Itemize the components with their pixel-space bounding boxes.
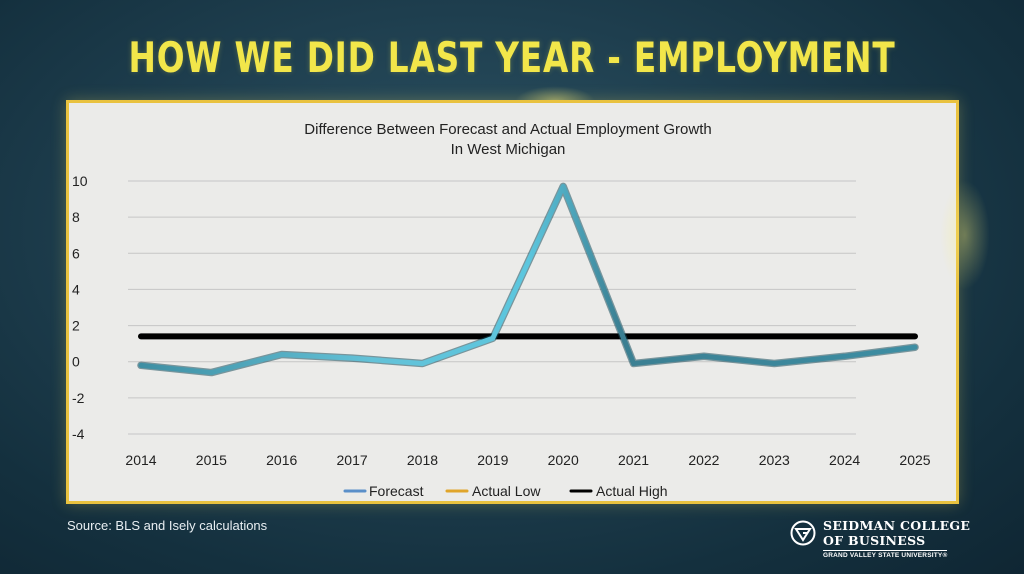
logo-line-3: GRAND VALLEY STATE UNIVERSITY® xyxy=(823,550,948,559)
x-tick-label: 2024 xyxy=(829,452,860,468)
x-tick-label: 2014 xyxy=(125,452,156,468)
x-tick-label: 2020 xyxy=(548,452,579,468)
legend-label: Forecast xyxy=(369,483,424,499)
slide-title: HOW WE DID LAST YEAR - EMPLOYMENT xyxy=(128,33,896,82)
y-tick-label: -4 xyxy=(72,426,85,442)
x-tick-label: 2019 xyxy=(477,452,508,468)
source-note: Source: BLS and Isely calculations xyxy=(67,518,268,533)
legend-label: Actual High xyxy=(596,483,668,499)
y-tick-label: 4 xyxy=(72,281,80,297)
gvsu-g-mark-icon xyxy=(790,520,816,546)
x-tick-label: 2015 xyxy=(196,452,227,468)
logo-line-2: OF BUSINESS xyxy=(823,533,926,548)
chart-title-line-1: Difference Between Forecast and Actual E… xyxy=(304,121,711,138)
x-tick-label: 2017 xyxy=(337,452,368,468)
y-tick-label: -2 xyxy=(72,390,85,406)
y-tick-label: 2 xyxy=(72,318,80,334)
x-tick-label: 2025 xyxy=(899,452,930,468)
y-tick-label: 10 xyxy=(72,173,88,189)
y-tick-label: 6 xyxy=(72,245,80,261)
legend-label: Actual Low xyxy=(472,483,541,499)
x-tick-label: 2021 xyxy=(618,452,649,468)
series-lines xyxy=(137,182,919,399)
x-tick-label: 2023 xyxy=(759,452,790,468)
legend: Forecast Actual Low Actual High xyxy=(343,483,668,499)
y-tick-label: 0 xyxy=(72,354,80,370)
x-axis-ticks: 2014 2015 2016 2017 2018 2019 2020 2021 2022 2023… xyxy=(125,452,930,468)
y-tick-label: 8 xyxy=(72,209,80,225)
x-tick-label: 2016 xyxy=(266,452,297,468)
x-tick-label: 2022 xyxy=(688,452,719,468)
chart-panel xyxy=(66,100,959,504)
series-line-forecast xyxy=(138,183,918,376)
seidman-logo: SEIDMAN COLLEGE OF BUSINESS GRAND VALLEY… xyxy=(790,517,970,561)
logo-line-1: SEIDMAN COLLEGE xyxy=(823,518,971,533)
x-tick-label: 2018 xyxy=(407,452,438,468)
chart-title-line-2: In West Michigan xyxy=(451,141,566,158)
frame-glow xyxy=(940,180,990,290)
forecast-line-shadow xyxy=(137,182,919,377)
y-axis-ticks: 10 8 6 4 2 0 -2 -4 xyxy=(72,173,88,442)
